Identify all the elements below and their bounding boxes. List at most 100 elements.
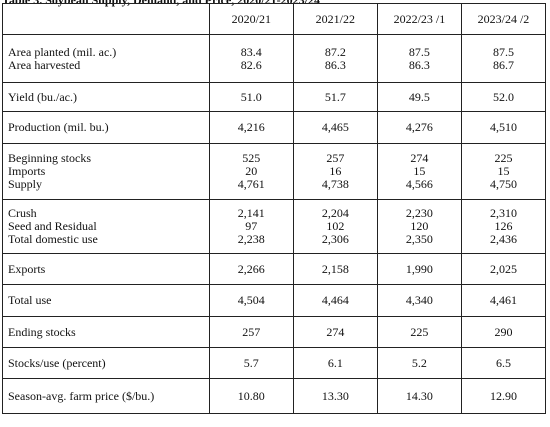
cell-value: 2,230: [405, 206, 433, 220]
cell-value: 51.7: [324, 89, 346, 104]
table-row: Crush Seed and Residual Total domestic use…: [2, 199, 547, 254]
column-header: 2023/24 /2: [460, 3, 547, 35]
value-cell: 4,216: [208, 111, 294, 144]
row-label-cell: Ending stocks: [2, 316, 210, 348]
value-cell: 4,510: [460, 111, 547, 144]
value-cell: 4,504: [208, 284, 294, 317]
header-blank-cell: [2, 3, 210, 35]
row-label-cell: Total use: [2, 284, 210, 317]
cell-value: 4,504: [237, 293, 265, 307]
value-cell: 257 16 4,738: [292, 143, 378, 200]
cell-value: 6.1: [327, 355, 343, 370]
cell-value: 5.7: [243, 355, 259, 370]
cell-value: 2,158: [321, 261, 349, 276]
cell-value: 97: [245, 219, 258, 233]
column-header: 2021/22: [292, 3, 378, 35]
cell-value: 4,340: [405, 293, 433, 307]
table-row: Ending stocks 257 274 225 290: [2, 316, 547, 348]
value-cell: 2,025: [460, 253, 547, 285]
cell-value: 5.2: [411, 355, 427, 370]
row-label: Total domestic use: [8, 232, 98, 246]
row-label: Beginning stocks: [8, 151, 91, 165]
row-label-cell: Crush Seed and Residual Total domestic use: [2, 199, 210, 254]
row-label-cell: Area planted (mil. ac.) Area harvested: [2, 34, 210, 83]
cell-value: 82.6: [240, 57, 262, 72]
row-label: Exports: [8, 261, 46, 276]
table-row: Exports 2,266 2,158 1,990 2,025: [2, 253, 547, 285]
row-label-cell: Exports: [2, 253, 210, 285]
value-cell: 274 15 4,566: [376, 143, 462, 200]
cell-value: 274: [326, 324, 345, 339]
cell-value: 4,465: [321, 120, 349, 134]
value-cell: 10.80: [208, 378, 294, 414]
value-cell: 2,266: [208, 253, 294, 285]
cell-value: 2,266: [237, 261, 265, 276]
value-cell: 4,465: [292, 111, 378, 144]
cell-value: 2,238: [237, 232, 265, 246]
row-label: Total use: [8, 293, 52, 307]
cell-value: 14.30: [405, 388, 433, 403]
cell-value: 87.5: [408, 44, 430, 59]
cell-value: 86.3: [408, 57, 430, 72]
cell-value: 290: [494, 324, 513, 339]
cell-value: 257: [242, 324, 261, 339]
cell-value: 10.80: [237, 388, 265, 403]
row-label-cell: Production (mil. bu.): [2, 111, 210, 144]
value-cell: 13.30: [292, 378, 378, 414]
value-cell: 51.7: [292, 82, 378, 112]
row-label-cell: Beginning stocks Imports Supply: [2, 143, 210, 200]
value-cell: 52.0: [460, 82, 547, 112]
value-cell: 257: [208, 316, 294, 348]
cell-value: 102: [326, 219, 345, 233]
value-cell: 87.5 86.3: [376, 34, 462, 83]
value-cell: 87.5 86.7: [460, 34, 547, 83]
value-cell: 525 20 4,761: [208, 143, 294, 200]
cell-value: 86.3: [324, 57, 346, 72]
value-cell: 2,158: [292, 253, 378, 285]
table-row: Area planted (mil. ac.) Area harvested 83.…: [2, 34, 547, 83]
cell-value: 120: [410, 219, 429, 233]
cell-value: 4,761: [237, 177, 265, 191]
table-row: Production (mil. bu.) 4,216 4,465 4,276 4,51…: [2, 111, 547, 144]
table-body: Area planted (mil. ac.) Area harvested 83.…: [2, 34, 547, 414]
table-row: Beginning stocks Imports Supply 525 20 4,761 2…: [2, 143, 547, 200]
row-label: Season-avg. farm price ($/bu.): [8, 388, 155, 403]
row-label-cell: Season-avg. farm price ($/bu.): [2, 378, 210, 414]
row-label: Production (mil. bu.): [8, 120, 109, 134]
value-cell: 290: [460, 316, 547, 348]
row-label: Imports: [8, 164, 46, 178]
table-row: Stocks/use (percent) 5.7 6.1 5.2 6.5: [2, 347, 547, 379]
value-cell: 4,464: [292, 284, 378, 317]
cell-value: 4,566: [405, 177, 433, 191]
value-cell: 2,141 97 2,238: [208, 199, 294, 254]
value-cell: 225 15 4,750: [460, 143, 547, 200]
cell-value: 49.5: [408, 89, 430, 104]
value-cell: 49.5: [376, 82, 462, 112]
cell-value: 2,306: [321, 232, 349, 246]
row-label: Area harvested: [8, 57, 81, 72]
cell-value: 83.4: [240, 44, 262, 59]
cell-value: 51.0: [240, 89, 262, 104]
row-label-cell: Yield (bu./ac.): [2, 82, 210, 112]
cell-value: 2,025: [489, 261, 517, 276]
value-cell: 1,990: [376, 253, 462, 285]
cell-value: 4,461: [489, 293, 517, 307]
table-row: Yield (bu./ac.) 51.0 51.7 49.5 52.0: [2, 82, 547, 112]
cell-value: 2,436: [489, 232, 517, 246]
value-cell: 2,230 120 2,350: [376, 199, 462, 254]
cell-value: 2,204: [321, 206, 349, 220]
cell-value: 86.7: [492, 57, 514, 72]
cell-value: 6.5: [495, 355, 511, 370]
value-cell: 4,276: [376, 111, 462, 144]
cell-value: 126: [494, 219, 513, 233]
cell-value: 225: [410, 324, 429, 339]
row-label: Supply: [8, 177, 43, 191]
cell-value: 4,276: [405, 120, 433, 134]
cell-value: 257: [326, 151, 345, 165]
value-cell: 87.2 86.3: [292, 34, 378, 83]
row-label-cell: Stocks/use (percent): [2, 347, 210, 379]
cell-value: 13.30: [321, 388, 349, 403]
cell-value: 4,216: [237, 120, 265, 134]
cell-value: 1,990: [405, 261, 433, 276]
row-label: Stocks/use (percent): [8, 355, 106, 370]
